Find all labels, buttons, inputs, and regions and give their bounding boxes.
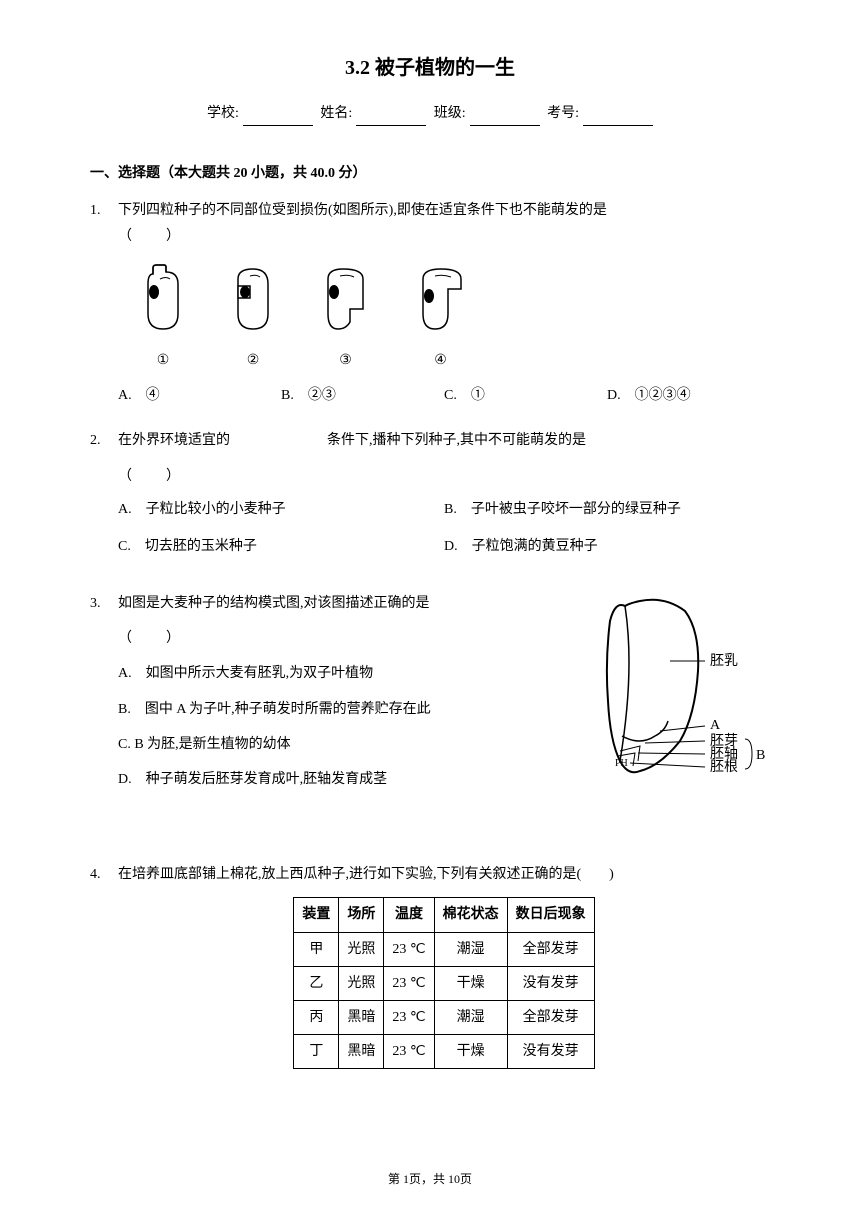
- school-label: 学校:: [207, 106, 239, 121]
- q1-opt-b[interactable]: B. ②③: [281, 383, 444, 408]
- seed-2: ②: [228, 264, 278, 373]
- th-device: 装置: [294, 898, 339, 932]
- q4-table: 装置 场所 温度 棉花状态 数日后现象 甲 光照 23 ℃ 潮湿 全部发芽 乙 …: [293, 897, 594, 1069]
- q2-text: 在外界环境适宜的 条件下,播种下列种子,其中不可能萌发的是: [118, 428, 770, 453]
- name-blank[interactable]: [356, 110, 426, 126]
- class-label: 班级:: [434, 106, 466, 121]
- cell: 黑暗: [339, 1000, 384, 1034]
- th-cotton: 棉花状态: [434, 898, 507, 932]
- q1-opt-c[interactable]: C. ①: [444, 383, 607, 408]
- th-place: 场所: [339, 898, 384, 932]
- question-2: 2. 在外界环境适宜的 条件下,播种下列种子,其中不可能萌发的是 （ ） A. …: [90, 428, 770, 571]
- cell: 丁: [294, 1035, 339, 1069]
- seed-1-label: ①: [138, 348, 188, 373]
- page-title: 3.2 被子植物的一生: [90, 50, 770, 86]
- name-label: 姓名:: [320, 106, 352, 121]
- q1-number: 1.: [90, 198, 101, 223]
- table-row: 甲 光照 23 ℃ 潮湿 全部发芽: [294, 932, 594, 966]
- cell: 乙: [294, 966, 339, 1000]
- cell: 23 ℃: [384, 932, 434, 966]
- seed-4-label: ④: [413, 348, 468, 373]
- examno-blank[interactable]: [583, 110, 653, 126]
- th-result: 数日后现象: [507, 898, 594, 932]
- q2-opt-d[interactable]: D. 子粒饱满的黄豆种子: [444, 534, 770, 559]
- q1-seed-images: ① ② ③: [138, 264, 770, 373]
- seed-1: ①: [138, 264, 188, 373]
- cell: 没有发芽: [507, 1035, 594, 1069]
- label-endosperm: 胚乳: [710, 653, 738, 669]
- cell: 光照: [339, 932, 384, 966]
- table-row: 丁 黑暗 23 ℃ 干燥 没有发芽: [294, 1035, 594, 1069]
- label-a: A: [710, 718, 721, 733]
- q1-opt-a[interactable]: A. ④: [118, 383, 281, 408]
- examno-label: 考号:: [547, 106, 579, 121]
- q4-number: 4.: [90, 862, 101, 887]
- cell: 潮湿: [434, 1000, 507, 1034]
- cell: 没有发芽: [507, 966, 594, 1000]
- cell: 全部发芽: [507, 1000, 594, 1034]
- question-3: 3. 如图是大麦种子的结构模式图,对该图描述正确的是 （ ） A. 如图中所示大…: [90, 591, 770, 802]
- cell: 甲: [294, 932, 339, 966]
- q1-opt-d[interactable]: D. ①②③④: [607, 383, 770, 408]
- q2-text-part2: 条件下,播种下列种子,其中不可能萌发的是: [327, 433, 586, 448]
- th-temp: 温度: [384, 898, 434, 932]
- question-4: 4. 在培养皿底部铺上棉花,放上西瓜种子,进行如下实验,下列有关叙述正确的是( …: [90, 862, 770, 1069]
- table-header-row: 装置 场所 温度 棉花状态 数日后现象: [294, 898, 594, 932]
- school-blank[interactable]: [243, 110, 313, 126]
- q2-options: A. 子粒比较小的小麦种子 B. 子叶被虫子咬坏一部分的绿豆种子 C. 切去胚的…: [118, 497, 770, 571]
- label-b: B: [756, 748, 765, 763]
- label-radicle: 胚根: [710, 759, 738, 775]
- cell: 黑暗: [339, 1035, 384, 1069]
- q3-text: 如图是大麦种子的结构模式图,对该图描述正确的是: [118, 591, 570, 616]
- section-title: 一、选择题（本大题共 20 小题，共 40.0 分）: [90, 161, 770, 186]
- q4-text: 在培养皿底部铺上棉花,放上西瓜种子,进行如下实验,下列有关叙述正确的是( ): [118, 862, 770, 887]
- cell: 干燥: [434, 966, 507, 1000]
- header-info: 学校: 姓名: 班级: 考号:: [90, 101, 770, 126]
- cell: 潮湿: [434, 932, 507, 966]
- seed-2-label: ②: [228, 348, 278, 373]
- q3-opt-d[interactable]: D. 种子萌发后胚芽发育成叶,胚轴发育成茎: [118, 767, 570, 792]
- q3-diagram: PH 胚乳 A 胚芽 胚轴 胚根 B: [590, 591, 770, 802]
- cell: 干燥: [434, 1035, 507, 1069]
- svg-text:PH: PH: [615, 758, 628, 769]
- cell: 丙: [294, 1000, 339, 1034]
- table-row: 丙 黑暗 23 ℃ 潮湿 全部发芽: [294, 1000, 594, 1034]
- class-blank[interactable]: [470, 110, 540, 126]
- table-row: 乙 光照 23 ℃ 干燥 没有发芽: [294, 966, 594, 1000]
- cell: 23 ℃: [384, 1000, 434, 1034]
- q3-opt-a[interactable]: A. 如图中所示大麦有胚乳,为双子叶植物: [118, 661, 570, 686]
- seed-4: ④: [413, 264, 468, 373]
- question-1: 1. 下列四粒种子的不同部位受到损伤(如图所示),即使在适宜条件下也不能萌发的是…: [90, 198, 770, 408]
- q2-opt-b[interactable]: B. 子叶被虫子咬坏一部分的绿豆种子: [444, 497, 770, 522]
- q3-paren: （ ）: [118, 626, 570, 651]
- q2-paren: （ ）: [118, 464, 770, 489]
- cell: 光照: [339, 966, 384, 1000]
- cell: 23 ℃: [384, 1035, 434, 1069]
- q3-number: 3.: [90, 591, 101, 616]
- cell: 全部发芽: [507, 932, 594, 966]
- q2-opt-c[interactable]: C. 切去胚的玉米种子: [118, 534, 444, 559]
- page-footer: 第 1页，共 10页: [0, 1169, 860, 1191]
- q2-number: 2.: [90, 428, 101, 453]
- q1-paren: （ ）: [118, 224, 770, 249]
- q1-options: A. ④ B. ②③ C. ① D. ①②③④: [118, 383, 770, 408]
- q3-options: A. 如图中所示大麦有胚乳,为双子叶植物 B. 图中 A 为子叶,种子萌发时所需…: [118, 661, 570, 792]
- q2-opt-a[interactable]: A. 子粒比较小的小麦种子: [118, 497, 444, 522]
- cell: 23 ℃: [384, 966, 434, 1000]
- q2-text-part1: 在外界环境适宜的: [118, 433, 230, 448]
- q3-opt-c[interactable]: C. B 为胚,是新生植物的幼体: [118, 732, 570, 757]
- q1-text: 下列四粒种子的不同部位受到损伤(如图所示),即使在适宜条件下也不能萌发的是: [118, 198, 770, 223]
- seed-3-label: ③: [318, 348, 373, 373]
- seed-3: ③: [318, 264, 373, 373]
- q3-opt-b[interactable]: B. 图中 A 为子叶,种子萌发时所需的营养贮存在此: [118, 697, 570, 722]
